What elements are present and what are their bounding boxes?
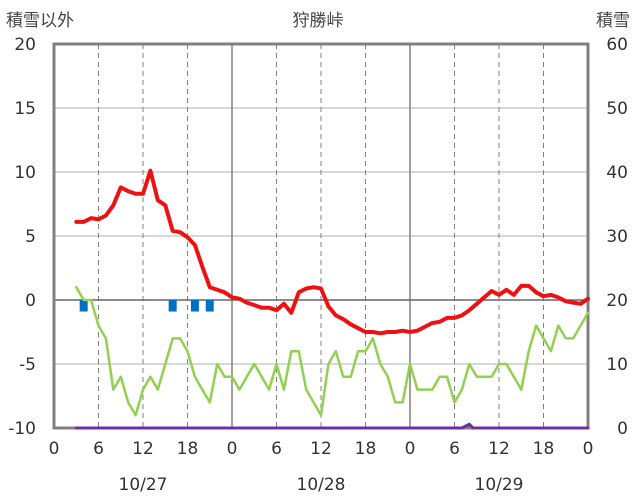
y-tick-right: 60 (606, 35, 628, 55)
x-tick: 18 (533, 439, 555, 459)
bar (168, 300, 177, 312)
y-tick-right: 0 (617, 419, 628, 439)
y-tick-left: 15 (14, 99, 36, 119)
y-tick-left: -10 (8, 419, 36, 439)
x-tick: 12 (310, 439, 332, 459)
right-axis-label: 積雪 (596, 11, 630, 31)
x-tick: 6 (271, 439, 282, 459)
x-tick: 6 (449, 439, 460, 459)
y-tick-right: 50 (606, 99, 628, 119)
x-tick: 18 (177, 439, 199, 459)
series-line (74, 422, 590, 430)
x-tick: 0 (583, 439, 594, 459)
x-tick: 12 (132, 439, 154, 459)
x-tick: 6 (93, 439, 104, 459)
x-tick: 18 (355, 439, 377, 459)
y-tick-right: 40 (606, 163, 628, 183)
bar-series (79, 300, 214, 312)
bar (190, 300, 199, 312)
x-tick: 0 (405, 439, 416, 459)
date-label: 10/27 (119, 475, 168, 495)
series-line (74, 168, 590, 336)
date-label: 10/29 (475, 475, 524, 495)
chart-title: 狩勝峠 (293, 11, 344, 31)
x-tick: 0 (227, 439, 238, 459)
x-tick: 12 (488, 439, 510, 459)
y-tick-left: 10 (14, 163, 36, 183)
y-tick-left: -5 (19, 355, 36, 375)
y-tick-right: 30 (606, 227, 628, 247)
line-series (74, 168, 590, 430)
y-tick-right: 10 (606, 355, 628, 375)
date-label: 10/28 (297, 475, 346, 495)
bar (79, 300, 88, 312)
bar (205, 300, 214, 312)
grid-lines (54, 44, 588, 428)
left-axis-label: 積雪以外 (6, 11, 74, 31)
series-line (75, 285, 590, 417)
y-tick-left: 5 (25, 227, 36, 247)
y-tick-left: 20 (14, 35, 36, 55)
x-tick: 0 (49, 439, 60, 459)
y-tick-left: 0 (25, 291, 36, 311)
y-tick-right: 20 (606, 291, 628, 311)
